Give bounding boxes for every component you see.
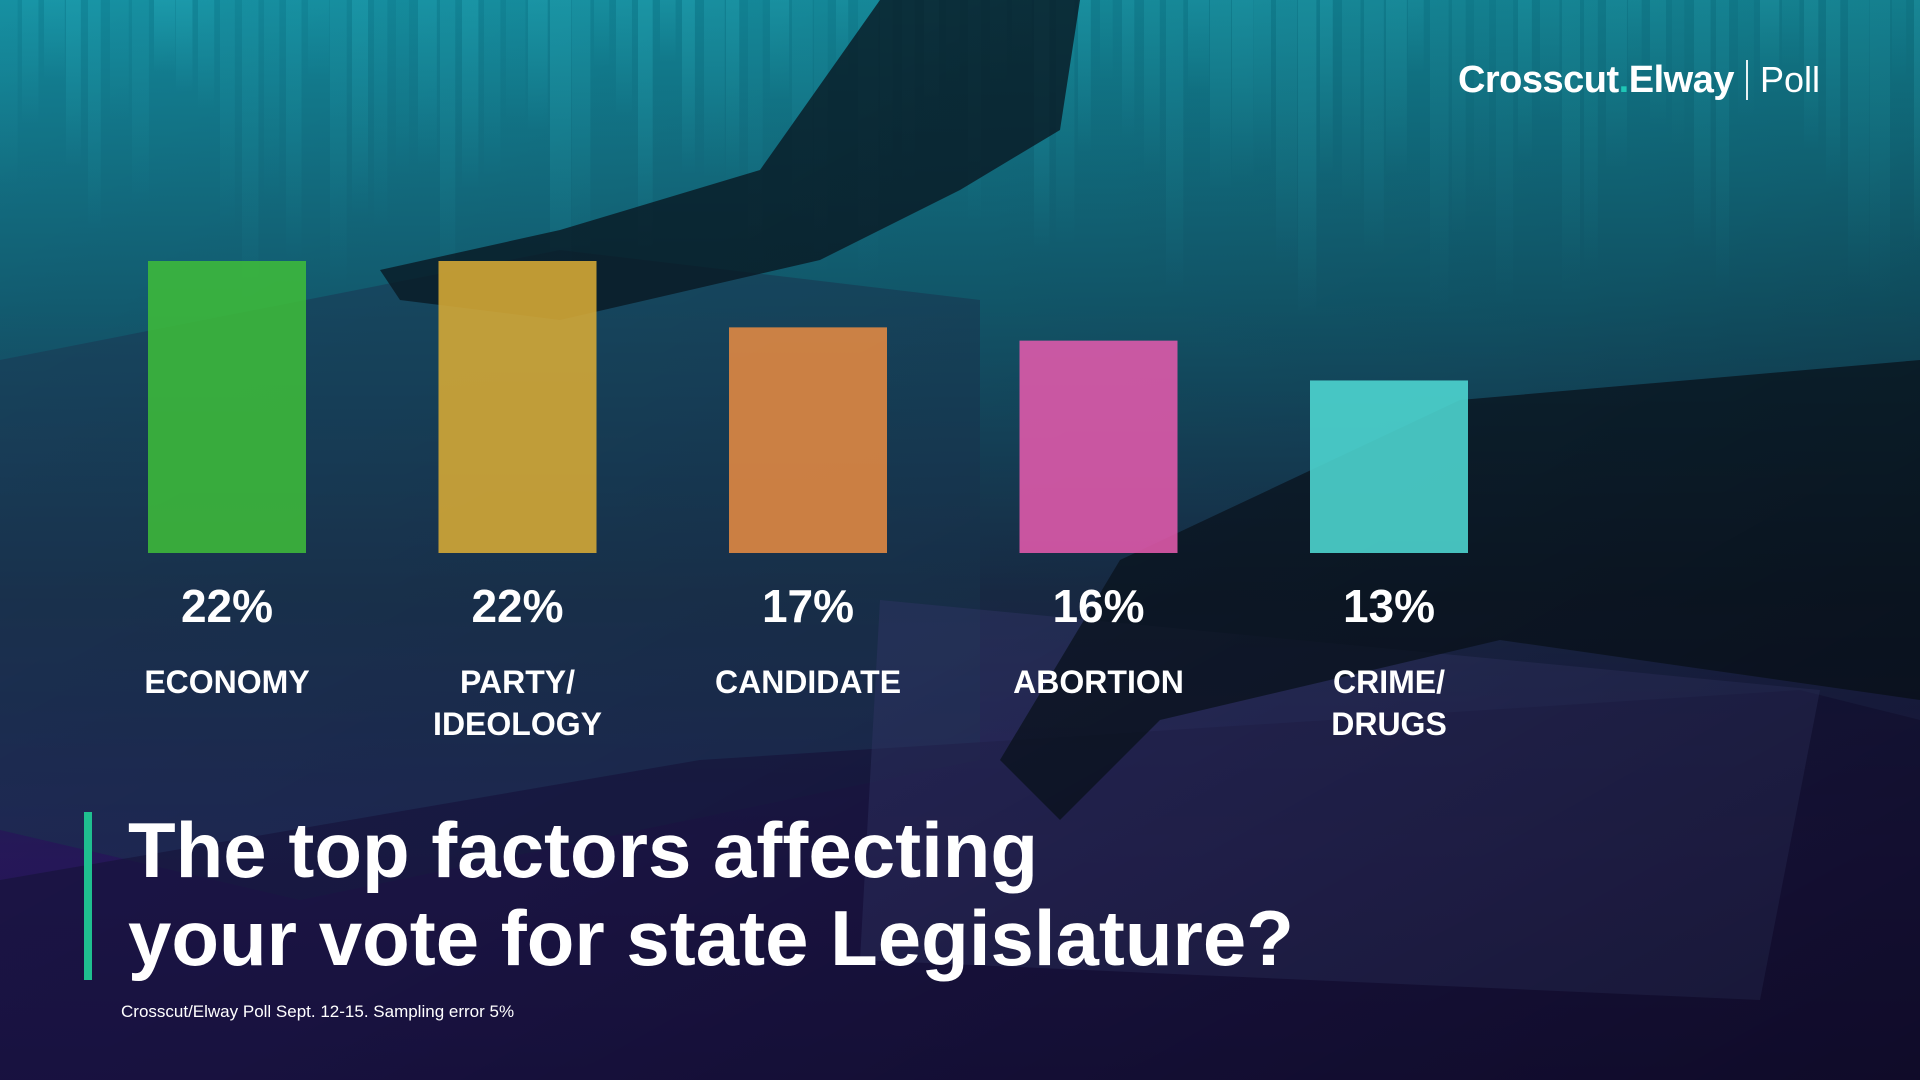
bar: [438, 261, 597, 553]
chart-title-line-1: The top factors affecting: [128, 806, 1039, 894]
chart-title: The top factors affecting your vote for …: [128, 806, 1328, 982]
logo-poll: Poll: [1759, 59, 1820, 100]
category-label: ECONOMY: [144, 664, 309, 700]
bar: [1310, 380, 1468, 553]
bar-value-label: 16%: [1052, 580, 1144, 632]
category-label: IDEOLOGY: [433, 706, 602, 742]
crosscut-elway-logo: Crosscut.Elway Poll: [1458, 56, 1820, 104]
bar-value-label: 22%: [471, 580, 563, 632]
source-footnote: Crosscut/Elway Poll Sept. 12-15. Samplin…: [121, 1002, 515, 1021]
bar-value-label: 13%: [1343, 580, 1435, 632]
chart-title-line-2: your vote for state Legislature?: [128, 894, 1294, 982]
category-label: PARTY/: [460, 664, 575, 700]
bar-value-label: 22%: [181, 580, 273, 632]
bar: [148, 261, 306, 553]
bar: [729, 327, 887, 553]
logo-divider: [1745, 60, 1748, 100]
bar-value-label: 17%: [762, 580, 854, 632]
logo-brand: Crosscut.Elway: [1457, 58, 1735, 101]
category-label: DRUGS: [1331, 706, 1447, 742]
bar: [1019, 340, 1178, 553]
category-label: CRIME/: [1333, 664, 1445, 700]
category-label: ABORTION: [1013, 664, 1184, 700]
category-label: CANDIDATE: [715, 664, 901, 700]
title-accent-bar: [84, 812, 92, 980]
